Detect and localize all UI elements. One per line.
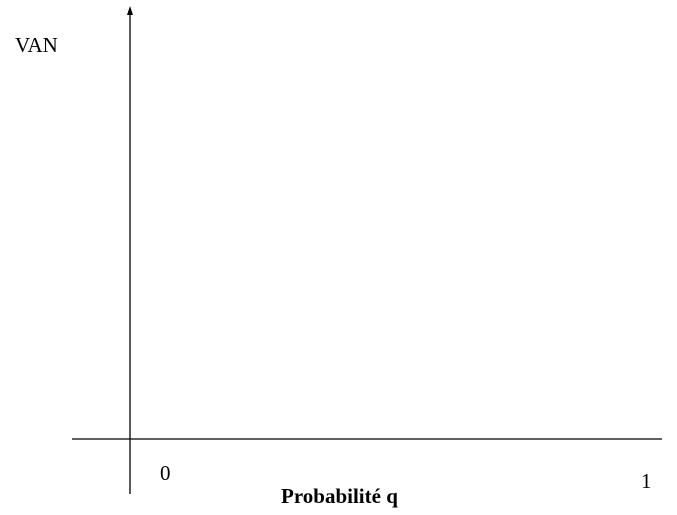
y-axis-arrow-icon bbox=[127, 6, 133, 15]
y-axis-label: VAN bbox=[15, 33, 58, 57]
x-tick-label-1: 1 bbox=[641, 469, 652, 493]
x-axis-label: Probabilité q bbox=[281, 484, 398, 508]
x-tick-label-0: 0 bbox=[160, 461, 171, 485]
